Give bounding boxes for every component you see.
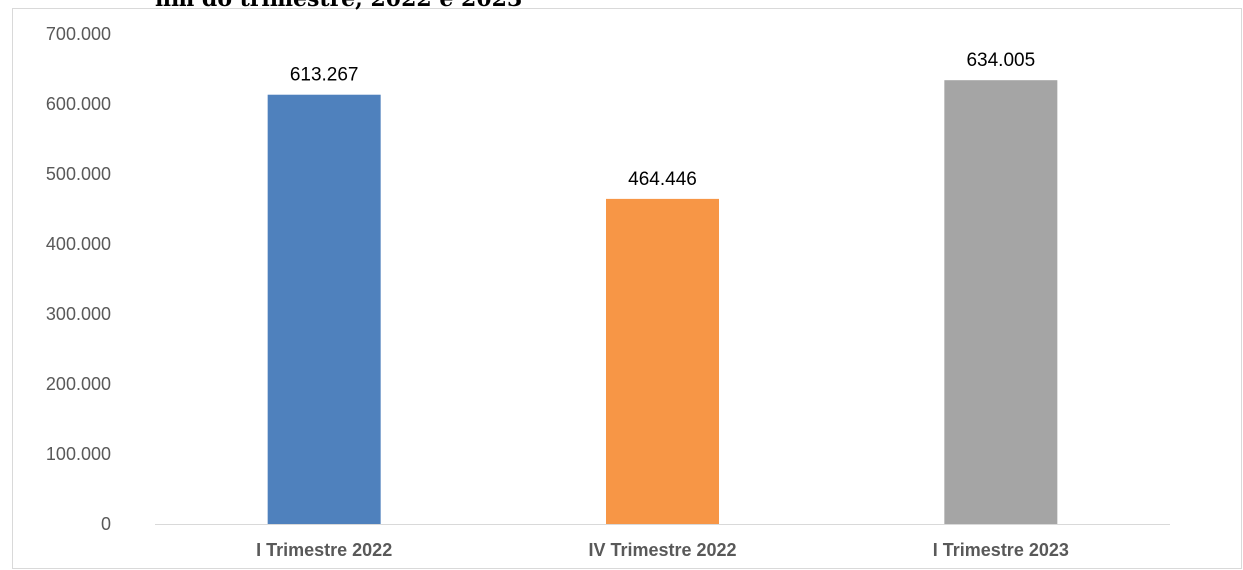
y-tick-label: 400.000 xyxy=(46,234,111,254)
y-tick-label: 700.000 xyxy=(46,24,111,44)
data-label: 464.446 xyxy=(628,169,697,190)
bar xyxy=(267,94,381,524)
x-tick-label: IV Trimestre 2022 xyxy=(588,540,736,560)
x-tick-label: I Trimestre 2022 xyxy=(256,540,392,560)
bar xyxy=(944,80,1058,524)
y-tick-label: 0 xyxy=(101,514,111,534)
x-tick-label: I Trimestre 2023 xyxy=(933,540,1069,560)
data-label: 613.267 xyxy=(290,65,359,86)
chart-title: fim do trimestre, 2022 e 2023 xyxy=(155,0,522,12)
y-tick-label: 100.000 xyxy=(46,444,111,464)
y-tick-label: 600.000 xyxy=(46,94,111,114)
y-tick-label: 200.000 xyxy=(46,374,111,394)
y-tick-label: 300.000 xyxy=(46,304,111,324)
data-label: 634.005 xyxy=(966,50,1035,71)
bar xyxy=(606,198,719,524)
y-tick-label: 500.000 xyxy=(46,164,111,184)
